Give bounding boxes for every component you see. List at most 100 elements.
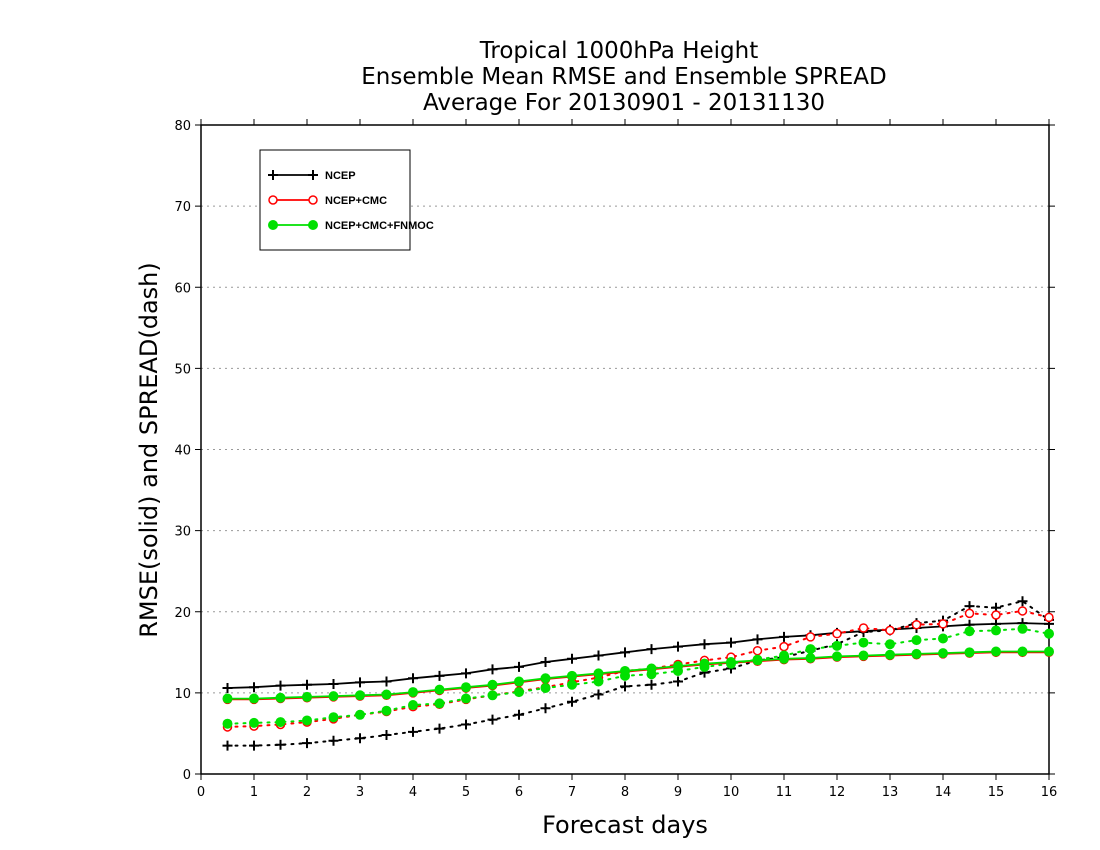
spread-point (885, 639, 895, 650)
x-tick-label: 15 (988, 785, 1005, 800)
rmse-point (302, 679, 312, 690)
rmse-point (593, 668, 604, 679)
spread-point (938, 619, 948, 629)
spread-point (858, 637, 869, 648)
rmse-point (249, 693, 259, 704)
x-tick-label: 5 (462, 785, 470, 800)
rmse-point (620, 665, 630, 676)
grid (201, 205, 1049, 694)
spread-point (222, 718, 233, 729)
title-line-1: Tropical 1000hPa Height (479, 38, 759, 64)
rmse-point (911, 648, 922, 659)
rmse-point (699, 639, 710, 650)
spread-point (964, 608, 975, 619)
rmse-point (593, 650, 604, 661)
rmse-point (567, 653, 577, 664)
x-tick-label: 13 (882, 785, 899, 800)
spread-point (461, 719, 471, 730)
y-tick-label: 50 (174, 362, 191, 377)
y-tick-label: 30 (174, 525, 191, 540)
y-tick-label: 40 (174, 444, 191, 459)
y-tick-label: 60 (174, 281, 191, 296)
legend-marker (308, 170, 318, 180)
y-tick-label: 10 (174, 687, 191, 702)
spread-point (355, 733, 365, 744)
spread-line (226, 600, 1050, 747)
spread-point (1044, 628, 1054, 639)
title-line-3: Average For 20130901 - 20131130 (423, 90, 825, 116)
x-tick-label: 10 (723, 785, 740, 800)
spread-point (1044, 612, 1054, 623)
rmse-point (938, 648, 948, 659)
rmse-point (461, 668, 471, 679)
rmse-point (1044, 646, 1054, 657)
spread-point (938, 633, 948, 644)
rmse-point (408, 673, 418, 684)
rmse-point (673, 661, 683, 672)
spread-point (302, 738, 312, 749)
spread-point (514, 687, 524, 698)
spread-point (1017, 606, 1028, 616)
spread-point (567, 679, 577, 690)
spread-point (328, 735, 339, 746)
spread-point (911, 635, 922, 646)
rmse-point (832, 651, 842, 662)
legend-marker (308, 195, 318, 205)
x-tick-label: 7 (568, 785, 576, 800)
spread-point (249, 717, 259, 728)
spread-point (408, 700, 418, 711)
x-tick-label: 4 (409, 785, 417, 800)
spread-point (487, 690, 498, 701)
rmse-line (227, 622, 1050, 689)
spread-point (832, 628, 842, 639)
rmse-point (355, 677, 365, 688)
x-tick-label: 1 (250, 785, 258, 800)
rmse-point (699, 658, 710, 669)
legend-label: NCEP+CMC (325, 195, 387, 207)
spread-point (673, 676, 683, 687)
legend-item: NCEP+CMC+FNMOC (268, 220, 434, 232)
rmse-point (726, 657, 736, 668)
rmse-point (752, 634, 763, 645)
rmse-point (275, 692, 286, 703)
rmse-point (646, 663, 657, 674)
x-tick-label: 8 (621, 785, 629, 800)
spread-point (434, 723, 445, 734)
spread-point (885, 625, 895, 636)
legend-marker (268, 195, 278, 205)
spread-point (514, 709, 524, 720)
y-tick-label: 70 (174, 200, 191, 215)
rmse-point (991, 646, 1001, 657)
spread-point (593, 689, 604, 700)
legend-marker (268, 220, 278, 230)
rmse-line (227, 651, 1049, 701)
rmse-point (434, 684, 445, 695)
spread-point (805, 644, 816, 655)
spread-point (858, 623, 869, 633)
rmse-point (779, 653, 789, 664)
rmse-point (540, 657, 551, 668)
legend-marker (308, 220, 318, 230)
spread-point (991, 625, 1001, 636)
rmse-point (964, 647, 975, 658)
spread-point (1017, 623, 1028, 634)
rmse-point (222, 683, 233, 694)
spread-point (381, 730, 392, 741)
spread-point (275, 739, 286, 750)
spread-point (646, 679, 657, 690)
spread-line (226, 627, 1050, 725)
x-tick-label: 12 (829, 785, 846, 800)
title-line-2: Ensemble Mean RMSE and Ensemble SPREAD (361, 64, 886, 90)
rmse-point (514, 676, 524, 687)
legend-label: NCEP (325, 170, 356, 182)
x-tick-label: 16 (1041, 785, 1058, 800)
spread-point (620, 681, 630, 692)
rmse-point (328, 678, 339, 689)
rmse-point (779, 631, 789, 642)
rmse-point (514, 661, 524, 672)
rmse-point (355, 690, 365, 701)
spread-point (249, 740, 259, 751)
rmse-point (408, 687, 418, 698)
